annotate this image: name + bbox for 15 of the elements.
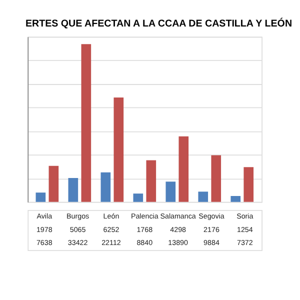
bar <box>211 155 222 202</box>
bar <box>81 44 92 202</box>
bar <box>36 192 46 202</box>
bar <box>48 166 59 202</box>
bar <box>178 136 189 202</box>
bar <box>133 194 144 202</box>
bar <box>100 172 111 202</box>
bar <box>166 182 176 202</box>
bar <box>198 192 208 202</box>
bar <box>244 167 254 202</box>
bar <box>146 160 156 202</box>
chart-title: ERTES QUE AFECTAN A LA CCAA DE CASTILLA Y LEÓN <box>25 17 292 30</box>
bar <box>68 178 78 202</box>
bar <box>114 98 124 202</box>
bar <box>230 196 241 202</box>
